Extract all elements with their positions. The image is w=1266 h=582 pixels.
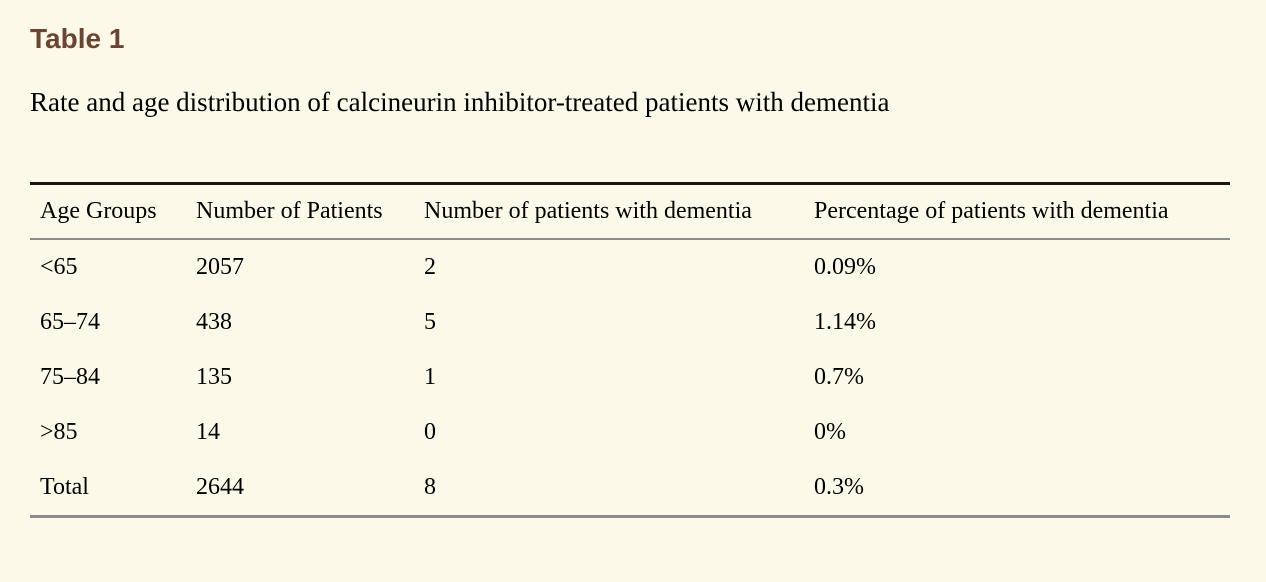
cell-number-of-patients: 2057: [196, 253, 244, 280]
cell-percentage-with-dementia: 0.7%: [814, 363, 864, 390]
cell-percentage-with-dementia: 0.3%: [814, 473, 864, 500]
cell-number-of-patients: 2644: [196, 473, 244, 500]
cell-patients-with-dementia: 2: [424, 253, 436, 280]
table-row: 75–84 135 1 0.7%: [30, 350, 1230, 405]
cell-number-of-patients: 135: [196, 363, 232, 390]
column-header-number-of-patients: Number of Patients: [186, 183, 414, 240]
cell-patients-with-dementia: 0: [424, 418, 436, 445]
data-table: Age Groups Number of Patients Number of …: [30, 181, 1230, 518]
column-header-age-groups: Age Groups: [30, 183, 186, 240]
column-header-percentage-with-dementia: Percentage of patients with dementia: [804, 183, 1230, 240]
cell-patients-with-dementia: 1: [424, 363, 436, 390]
table-caption: Rate and age distribution of calcineurin…: [30, 86, 890, 117]
cell-age-group: >85: [40, 418, 78, 445]
cell-age-group: <65: [40, 253, 78, 280]
cell-age-group: 65–74: [40, 308, 100, 335]
cell-number-of-patients: 14: [196, 418, 220, 445]
paper-table-page: Table 1 Rate and age distribution of cal…: [0, 22, 1266, 582]
column-header-patients-with-dementia: Number of patients with dementia: [414, 183, 804, 240]
cell-age-group: 75–84: [40, 363, 100, 390]
cell-percentage-with-dementia: 0%: [814, 418, 846, 445]
table-row-total: Total 2644 8 0.3%: [30, 460, 1230, 517]
table-row: >85 14 0 0%: [30, 405, 1230, 460]
cell-percentage-with-dementia: 1.14%: [814, 308, 876, 335]
cell-patients-with-dementia: 8: [424, 473, 436, 500]
table-row: <65 2057 2 0.09%: [30, 239, 1230, 295]
table-row: 65–74 438 5 1.14%: [30, 295, 1230, 350]
cell-patients-with-dementia: 5: [424, 308, 436, 335]
cell-percentage-with-dementia: 0.09%: [814, 253, 876, 280]
cell-number-of-patients: 438: [196, 308, 232, 335]
table-label: Table 1: [30, 23, 125, 54]
cell-age-group: Total: [40, 473, 89, 500]
table-header-row: Age Groups Number of Patients Number of …: [30, 183, 1230, 240]
